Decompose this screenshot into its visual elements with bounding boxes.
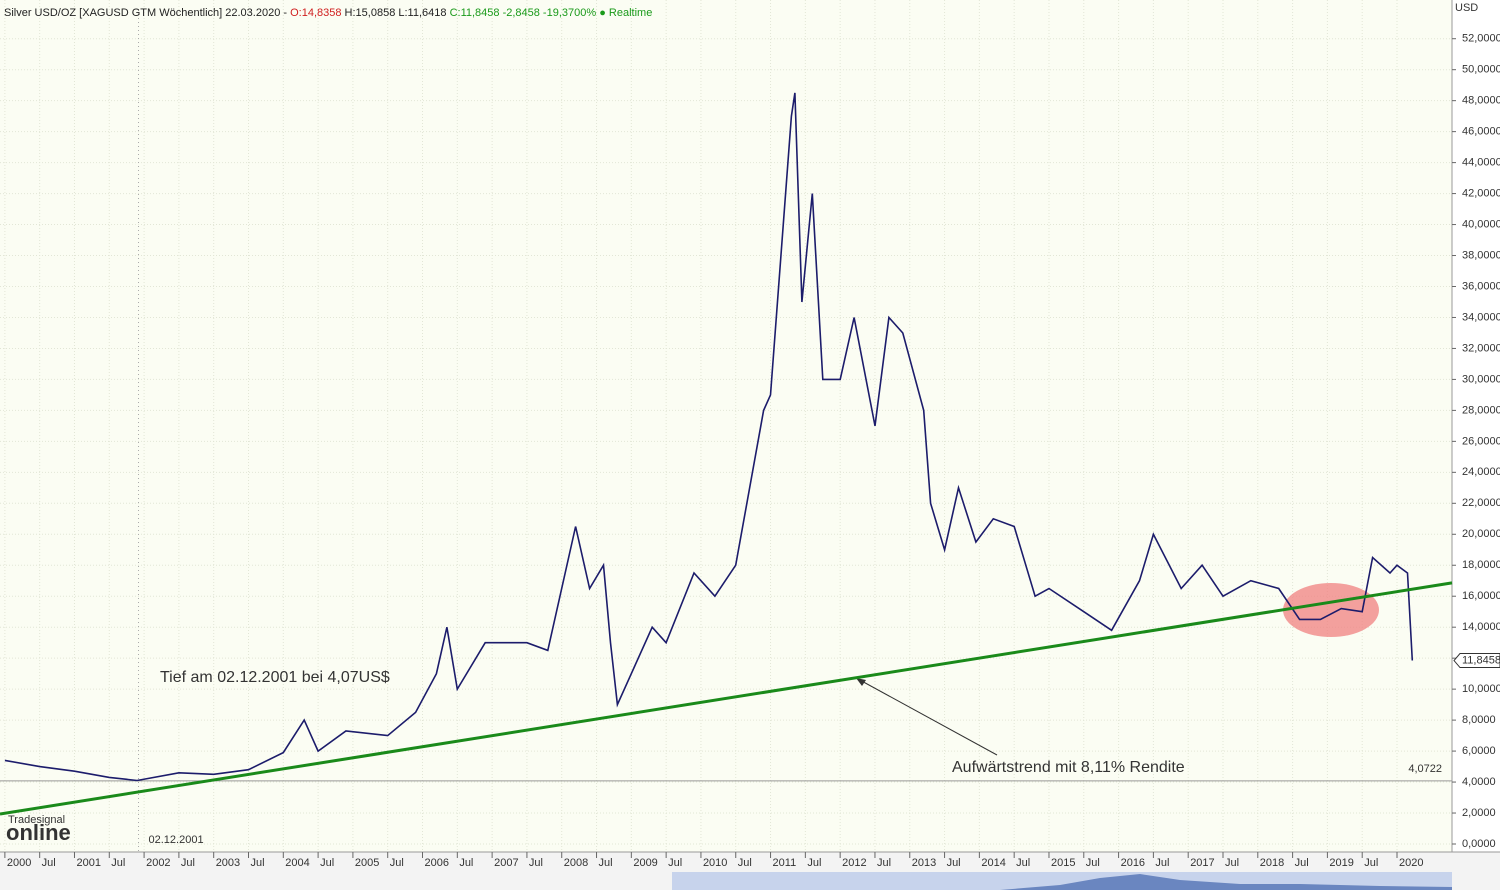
- y-tick-label: 8,0000: [1462, 714, 1496, 726]
- x-tick-label: 2020: [1399, 857, 1423, 869]
- low-line-label: 4,0722: [1408, 763, 1442, 775]
- x-tick-label: 2017: [1190, 857, 1214, 869]
- low-note: Tief am 02.12.2001 bei 4,07US$: [160, 669, 390, 686]
- plot-background: [0, 0, 1452, 852]
- header-close: C:11,8458 -2,8458 -19,3700%: [450, 7, 597, 19]
- x-tick-label: Jul: [250, 857, 264, 869]
- annotation-arrow: [857, 678, 998, 756]
- trend-note: Aufwärtstrend mit 8,11% Rendite: [952, 759, 1185, 776]
- x-tick-label: 2019: [1329, 857, 1353, 869]
- x-tick-label: Jul: [738, 857, 752, 869]
- header-open: O:14,8358: [290, 7, 341, 19]
- y-tick-label: 6,0000: [1462, 745, 1496, 757]
- y-tick-label: 30,0000: [1462, 373, 1500, 385]
- x-tick-label: 2002: [146, 857, 170, 869]
- x-tick-label: Jul: [459, 857, 473, 869]
- x-tick-label: Jul: [1225, 857, 1239, 869]
- header: Silver USD/OZ [XAGUSD GTM Wöchentlich] 2…: [4, 7, 652, 19]
- x-tick-label: Jul: [1086, 857, 1100, 869]
- y-tick-label: 20,0000: [1462, 528, 1500, 540]
- y-tick-label: 4,0000: [1462, 776, 1496, 788]
- x-tick-label: 2018: [1260, 857, 1284, 869]
- trendline: [0, 581, 1453, 816]
- x-tick-label: Jul: [1155, 857, 1169, 869]
- x-tick-label: Jul: [668, 857, 682, 869]
- x-tick-label: 2006: [425, 857, 449, 869]
- x-tick-label: Jul: [1016, 857, 1030, 869]
- x-tick-label: 2003: [216, 857, 240, 869]
- y-tick-label: 40,0000: [1462, 218, 1500, 230]
- logo-small: Tradesignal: [8, 814, 65, 826]
- highlight-ellipse: [1283, 583, 1379, 637]
- y-tick-label: 16,0000: [1462, 590, 1500, 602]
- y-tick-label: 50,0000: [1462, 64, 1500, 76]
- y-tick-label: 14,0000: [1462, 621, 1500, 633]
- x-tick-label: Jul: [181, 857, 195, 869]
- x-tick-label: 2015: [1051, 857, 1075, 869]
- y-tick-label: 52,0000: [1462, 33, 1500, 45]
- x-tick-label: 2009: [633, 857, 657, 869]
- scroll-preview: [672, 874, 1452, 890]
- y-tick-label: 22,0000: [1462, 497, 1500, 509]
- x-tick-label: Jul: [1295, 857, 1309, 869]
- x-tick-label: Jul: [529, 857, 543, 869]
- x-tick-label: Jul: [599, 857, 613, 869]
- x-tick-label: Jul: [320, 857, 334, 869]
- x-tick-label: 2014: [981, 857, 1005, 869]
- x-tick-label: 2016: [1121, 857, 1145, 869]
- y-tick-label: 2,0000: [1462, 807, 1496, 819]
- arrow-head: [856, 678, 866, 686]
- x-tick-label: 2013: [912, 857, 936, 869]
- y-tick-label: 32,0000: [1462, 342, 1500, 354]
- x-tick-label: 2005: [355, 857, 379, 869]
- y-tick-label: 44,0000: [1462, 157, 1500, 169]
- y-tick-label: 0,0000: [1462, 838, 1496, 850]
- x-tick-label: 2008: [564, 857, 588, 869]
- y-axis-unit: USD: [1455, 2, 1478, 14]
- price-line: [4, 92, 1414, 782]
- header-realtime: ● Realtime: [599, 7, 652, 19]
- x-tick-label: Jul: [947, 857, 961, 869]
- x-tick-label: 2011: [773, 857, 797, 869]
- y-tick-label: 42,0000: [1462, 187, 1500, 199]
- low-date-label: 02.12.2001: [149, 834, 204, 846]
- last-price-label: 11,8458: [1462, 654, 1500, 666]
- y-tick-label: 38,0000: [1462, 249, 1500, 261]
- y-tick-label: 18,0000: [1462, 559, 1500, 571]
- x-tick-label: Jul: [390, 857, 404, 869]
- y-tick-label: 34,0000: [1462, 311, 1500, 323]
- last-price-box: [1453, 653, 1500, 669]
- header-instrument: Silver USD/OZ [XAGUSD GTM Wöchentlich] 2…: [4, 7, 287, 19]
- x-tick-label: Jul: [807, 857, 821, 869]
- header-high-low: H:15,0858 L:11,6418: [345, 7, 447, 19]
- x-tick-label: 2007: [494, 857, 518, 869]
- x-tick-label: 2001: [76, 857, 100, 869]
- x-tick-label: Jul: [42, 857, 56, 869]
- y-tick-label: 36,0000: [1462, 280, 1500, 292]
- y-tick-label: 10,0000: [1462, 683, 1500, 695]
- y-axis-panel: [1452, 0, 1500, 852]
- x-tick-label: Jul: [1364, 857, 1378, 869]
- y-tick-label: 28,0000: [1462, 404, 1500, 416]
- x-tick-label: Jul: [877, 857, 891, 869]
- x-tick-label: Jul: [111, 857, 125, 869]
- y-tick-label: 26,0000: [1462, 435, 1500, 447]
- x-tick-label: 2010: [703, 857, 727, 869]
- logo-big: online: [6, 820, 71, 845]
- y-tick-label: 24,0000: [1462, 466, 1500, 478]
- y-tick-label: 46,0000: [1462, 126, 1500, 138]
- x-tick-label: 2000: [7, 857, 31, 869]
- y-tick-label: 48,0000: [1462, 95, 1500, 107]
- x-tick-label: 2004: [285, 857, 309, 869]
- x-tick-label: 2012: [842, 857, 866, 869]
